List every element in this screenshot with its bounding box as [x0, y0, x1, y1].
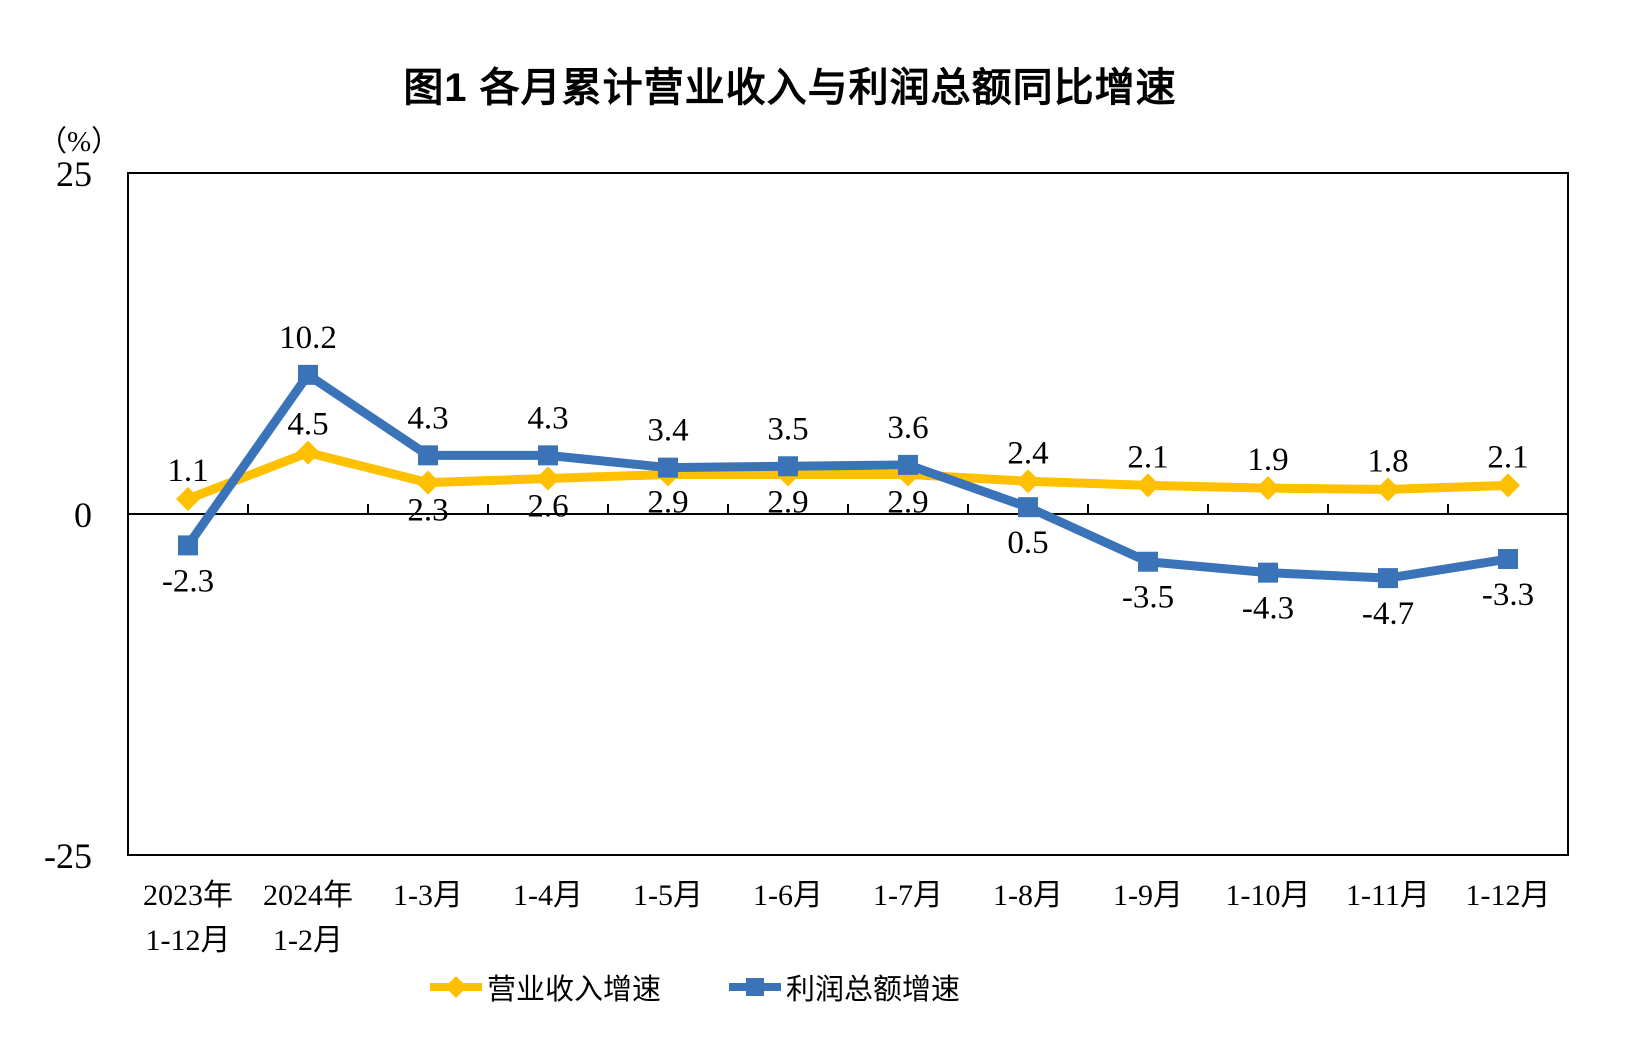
profit-growth-marker: [898, 454, 918, 475]
profit-growth-marker: [1138, 551, 1158, 572]
profit-growth-marker: [178, 535, 198, 556]
profit-legend-label: 利润总额增速: [786, 974, 961, 1006]
x-axis-label: 1-3月: [393, 879, 463, 912]
revenue-growth-line: [186, 448, 1509, 504]
profit-growth-data-label: 4.3: [407, 400, 448, 436]
x-axis-label: 1-2月: [273, 924, 343, 957]
revenue-growth-data-label: 1.8: [1367, 443, 1408, 479]
profit-growth-marker: [1498, 549, 1518, 570]
revenue-growth-data-label: 1.1: [167, 453, 208, 489]
y-axis-tick-label: 0: [74, 495, 92, 535]
legend: 营业收入增速 利润总额增速: [0, 958, 1647, 1018]
revenue-growth-data-label: 2.1: [1487, 439, 1528, 475]
profit-growth-data-label: -3.5: [1122, 580, 1174, 616]
y-axis-tick-label: -25: [44, 836, 92, 876]
revenue-growth-data-label: 2.9: [767, 484, 808, 520]
profit-growth-data-label: 3.4: [647, 413, 688, 449]
profit-legend-marker: [729, 978, 781, 996]
profit-growth-marker: [778, 456, 798, 477]
x-axis-label: 1-12月: [1466, 879, 1551, 912]
revenue-growth-data-label: 2.3: [407, 493, 448, 529]
profit-growth-data-label: -3.3: [1482, 577, 1534, 613]
y-axis-tick-label: 25: [56, 154, 92, 194]
profit-growth-marker: [1018, 497, 1038, 518]
revenue-growth-marker: [1376, 477, 1400, 502]
revenue-growth-data-label: 2.6: [527, 489, 568, 525]
x-axis-label: 1-11月: [1346, 879, 1430, 912]
x-axis-label: 1-6月: [753, 879, 823, 912]
y-axis-unit-label: （%）: [38, 126, 121, 158]
x-axis-label: 1-12月: [146, 924, 231, 957]
x-axis-label: 1-10月: [1226, 879, 1311, 912]
profit-growth-marker: [658, 457, 678, 478]
x-axis-label: 1-9月: [1113, 879, 1183, 912]
revenue-growth-data-label: 1.9: [1247, 442, 1288, 478]
revenue-growth-marker: [536, 466, 560, 491]
revenue-growth-marker: [176, 486, 200, 511]
revenue-growth-data-label: 2.1: [1127, 439, 1168, 475]
profit-growth-data-label: 3.6: [887, 410, 928, 446]
revenue-growth-marker: [1496, 473, 1520, 498]
profit-growth-marker: [1378, 568, 1398, 589]
revenue-growth-data-label: 4.5: [287, 407, 328, 443]
revenue-growth-marker: [296, 440, 320, 465]
profit-growth-marker: [298, 364, 318, 385]
profit-growth-data-label: 4.3: [527, 400, 568, 436]
revenue-growth-data-label: 2.9: [647, 484, 688, 520]
x-axis-label: 1-4月: [513, 879, 583, 912]
revenue-growth-data-label: 2.9: [887, 484, 928, 520]
profit-growth-data-label: 10.2: [279, 320, 337, 356]
x-axis-label: 1-7月: [873, 879, 943, 912]
profit-growth-data-label: -4.7: [1362, 596, 1414, 632]
profit-growth-data-label: -2.3: [162, 563, 214, 599]
revenue-growth-marker: [1016, 469, 1040, 494]
chart-title: 图1 各月累计营业收入与利润总额同比增速: [403, 66, 1177, 110]
revenue-growth-marker: [1256, 476, 1280, 501]
x-axis-label: 2024年: [263, 879, 353, 912]
x-axis-label: 1-5月: [633, 879, 703, 912]
profit-growth-line: [184, 370, 1509, 583]
revenue-growth-marker: [1136, 473, 1160, 498]
legend-item-revenue: 营业收入增速: [430, 966, 661, 1008]
revenue-legend-marker: [430, 976, 482, 998]
profit-growth-marker: [538, 445, 558, 466]
revenue-growth-marker: [416, 470, 440, 495]
profit-growth-marker: [418, 445, 438, 466]
profit-growth-data-label: 0.5: [1007, 525, 1048, 561]
revenue-legend-label: 营业收入增速: [487, 974, 662, 1006]
x-axis-label: 1-8月: [993, 879, 1063, 912]
profit-growth-data-label: -4.3: [1242, 591, 1294, 627]
profit-growth-legend-marker-shape: [746, 978, 764, 996]
legend-item-profit: 利润总额增速: [729, 966, 960, 1008]
revenue-growth-legend-marker-shape: [445, 976, 467, 998]
profit-growth-data-label: 3.5: [767, 411, 808, 447]
x-axis-label: 2023年: [143, 879, 233, 912]
profit-growth-marker: [1258, 562, 1278, 583]
revenue-growth-data-label: 2.4: [1007, 435, 1048, 471]
